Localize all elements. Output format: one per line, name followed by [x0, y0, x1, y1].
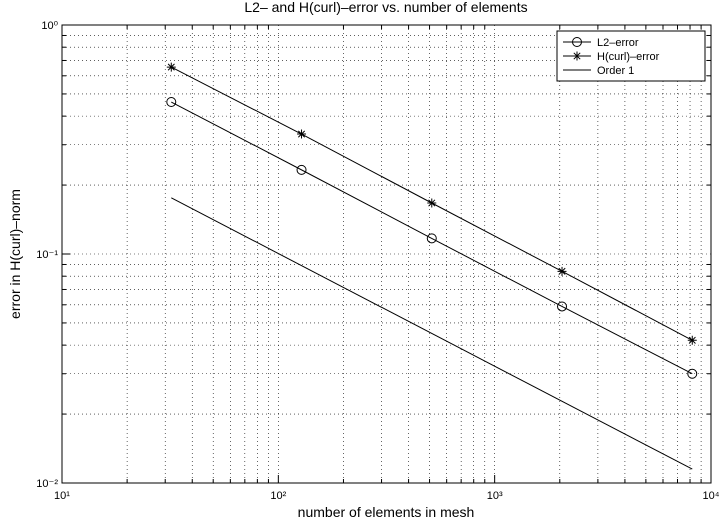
marker: [427, 198, 437, 208]
series-line: [171, 197, 693, 470]
x-tick-label: 10¹: [54, 490, 70, 502]
y-tick-label: 10⁰: [41, 20, 58, 32]
y-axis-label: error in H(curl)–norm: [7, 189, 23, 319]
marker: [426, 233, 437, 244]
marker: [687, 368, 698, 379]
marker: [557, 301, 568, 312]
y-tick-label: 10⁻¹: [36, 249, 58, 261]
series-line: [171, 101, 693, 375]
marker: [166, 97, 177, 108]
marker: [557, 266, 567, 276]
x-tick-label: 10³: [487, 490, 503, 502]
legend-label: Order 1: [597, 65, 634, 77]
legend-label: H(curl)–error: [597, 51, 660, 63]
chart-title: L2– and H(curl)–error vs. number of elem…: [244, 0, 527, 15]
x-axis-label: number of elements in mesh: [298, 504, 475, 520]
marker: [166, 62, 176, 72]
marker: [296, 164, 307, 175]
plot-frame: [61, 24, 712, 484]
marker: [687, 335, 697, 345]
marker: [572, 37, 582, 47]
x-tick-label: 10⁴: [703, 490, 719, 502]
marker: [297, 129, 307, 139]
marker: [572, 51, 582, 61]
x-tick-label: 10²: [270, 490, 286, 502]
y-tick-label: 10⁻²: [36, 478, 58, 490]
legend-label: L2–error: [597, 37, 639, 49]
